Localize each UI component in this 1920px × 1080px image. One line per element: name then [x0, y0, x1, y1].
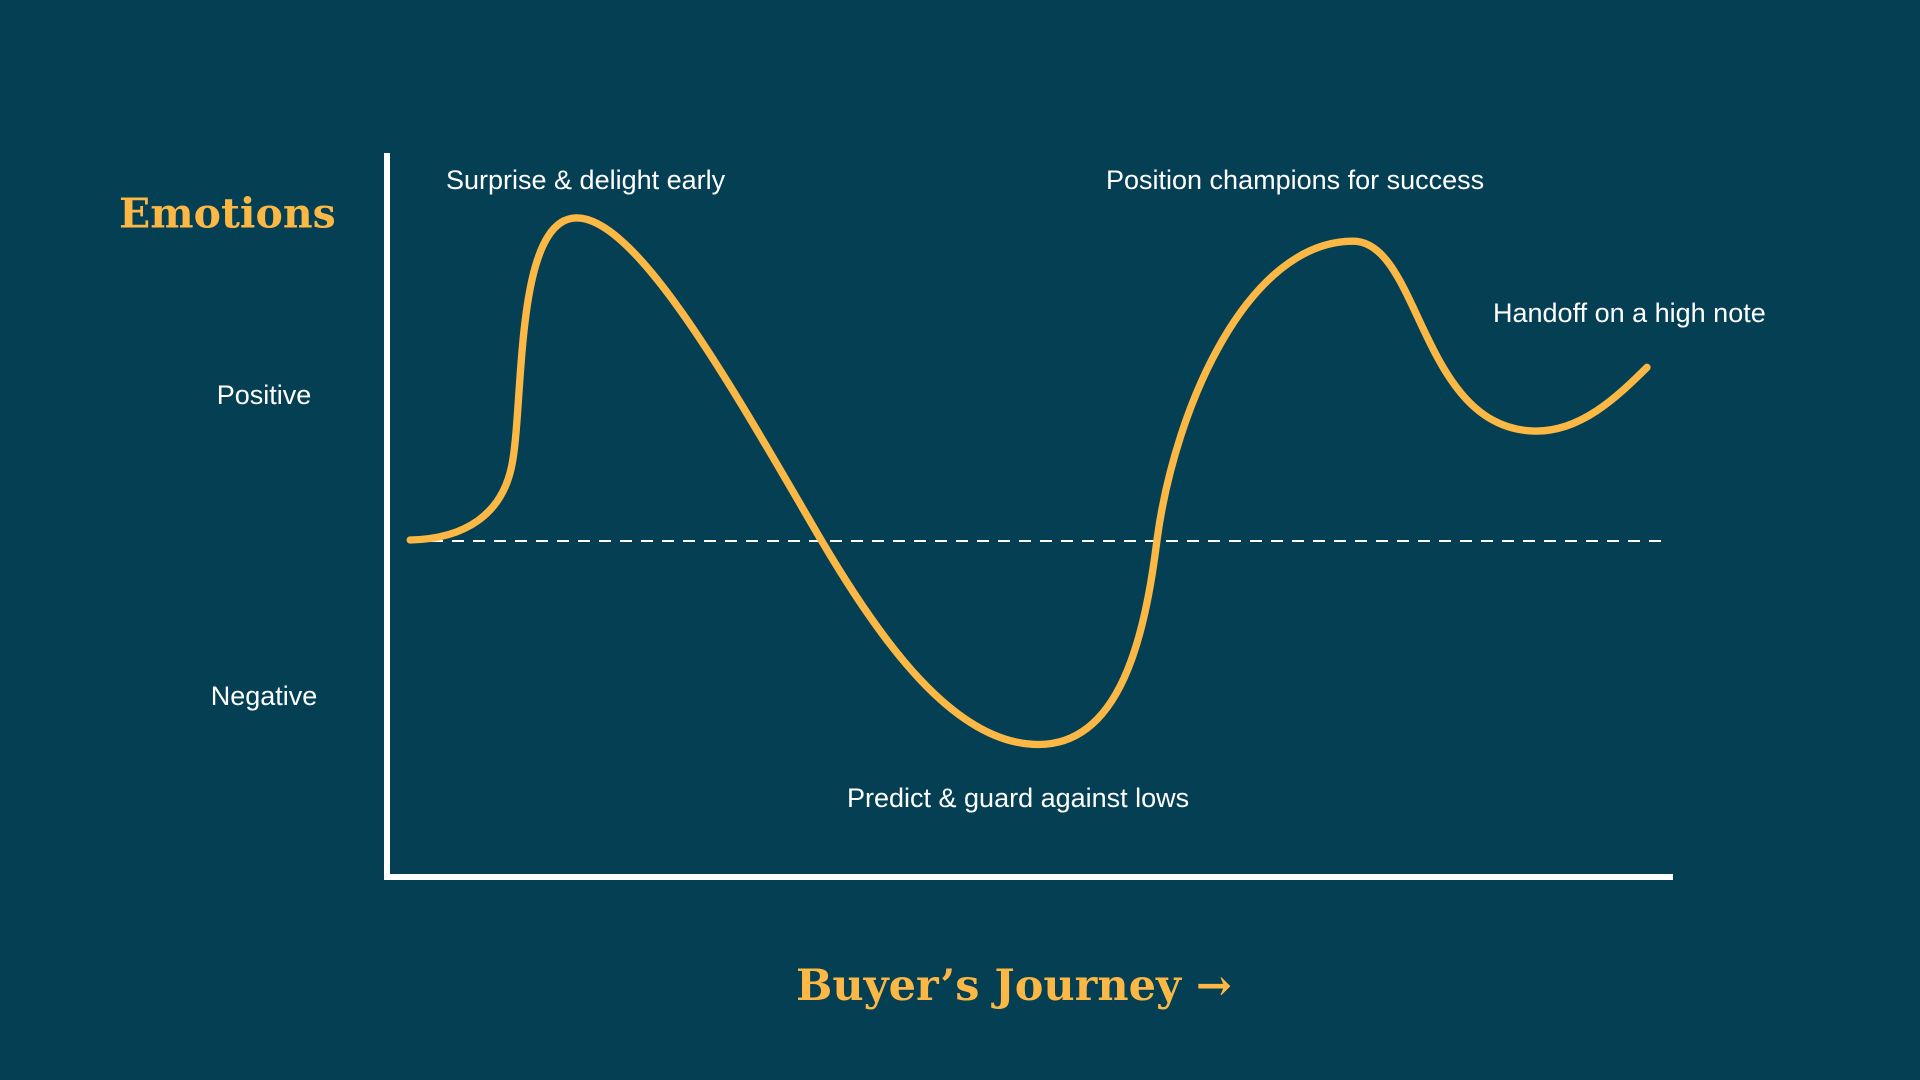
annotation: Surprise & delight early	[446, 165, 726, 195]
emotion-curve-group	[406, 214, 1651, 749]
emotion-curve	[406, 214, 1651, 749]
annotation: Handoff on a high note	[1493, 298, 1766, 328]
annotation: Position champions for success	[1106, 165, 1484, 195]
y-axis-label: Positive	[217, 380, 312, 410]
y-axis-title: Emotions	[119, 190, 336, 238]
y-axis-label: Negative	[211, 681, 318, 711]
annotation: Predict & guard against lows	[847, 783, 1189, 813]
x-axis-title: Buyer’s Journey →	[796, 961, 1232, 1011]
